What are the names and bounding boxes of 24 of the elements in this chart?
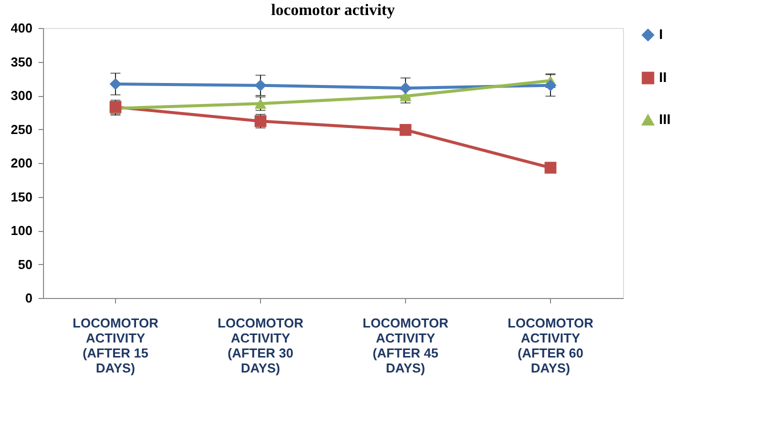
point — [400, 124, 412, 136]
y-tick-label: 100 — [10, 223, 32, 238]
point — [544, 79, 556, 92]
y-tick-label: 350 — [10, 54, 32, 70]
x-tick-label: LOCOMOTOR ACTIVITY (AFTER 30 DAYS) — [218, 316, 304, 376]
point — [400, 82, 412, 94]
y-tick-label: 150 — [10, 189, 32, 204]
legend-label: III — [659, 111, 671, 127]
y-tick-label: 0 — [25, 290, 32, 306]
point — [254, 79, 266, 92]
y-tick-label: 300 — [10, 88, 32, 103]
legend-label: I — [659, 26, 663, 42]
y-tick-label: 250 — [10, 122, 32, 137]
y-tick-label: 50 — [18, 256, 32, 272]
y-tick-label: 200 — [10, 156, 32, 170]
point — [544, 162, 556, 174]
point — [400, 91, 412, 102]
chart-title: locomotor activity — [271, 2, 395, 19]
legend-label: II — [659, 69, 667, 85]
y-tick-label: 400 — [10, 20, 32, 36]
x-tick-label: LOCOMOTOR ACTIVITY (AFTER 15 DAYS) — [72, 316, 159, 376]
point — [110, 78, 122, 90]
x-tick-label: LOCOMOTOR ACTIVITY (AFTER 45 DAYS) — [362, 316, 449, 376]
x-tick-label: LOCOMOTOR ACTIVITY (AFTER 60 DAYS) — [508, 316, 594, 376]
